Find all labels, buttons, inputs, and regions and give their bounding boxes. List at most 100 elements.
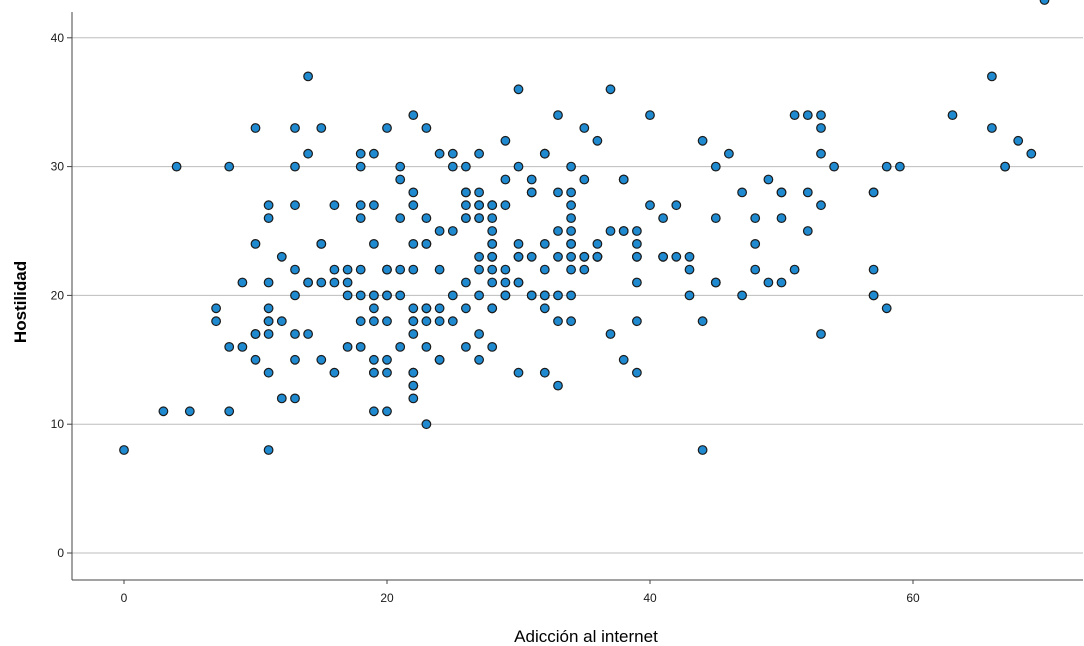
data-point	[382, 123, 392, 133]
x-tick-label: 20	[380, 591, 394, 605]
data-point	[618, 226, 629, 236]
data-point	[881, 161, 892, 172]
data-point	[408, 367, 419, 378]
data-point	[500, 290, 511, 301]
data-point	[250, 123, 261, 133]
data-point	[539, 303, 550, 314]
data-point	[369, 303, 379, 314]
data-point	[605, 84, 616, 95]
data-point	[987, 71, 997, 82]
data-point	[382, 316, 392, 327]
x-axis-title: Adicción al internet	[514, 627, 658, 646]
data-point	[408, 238, 419, 249]
data-point	[290, 264, 300, 275]
data-point	[632, 277, 642, 288]
data-point	[434, 226, 445, 236]
data-point	[632, 251, 642, 262]
data-point	[329, 277, 340, 288]
data-point	[816, 110, 826, 120]
data-point	[434, 303, 445, 314]
data-point	[829, 161, 839, 172]
data-point	[553, 316, 563, 327]
data-point	[474, 187, 485, 198]
data-point	[566, 264, 576, 275]
data-point	[816, 148, 826, 159]
data-point	[710, 213, 721, 224]
data-point	[684, 264, 695, 275]
data-point	[421, 303, 432, 314]
data-point	[724, 148, 734, 159]
data-point	[290, 200, 300, 211]
data-point	[513, 238, 524, 249]
data-point	[553, 187, 563, 198]
data-point	[408, 264, 419, 275]
data-point	[487, 238, 498, 249]
data-point	[369, 316, 379, 327]
data-point	[434, 148, 445, 159]
data-point	[369, 367, 379, 378]
data-point	[684, 251, 695, 262]
data-point	[750, 238, 761, 249]
data-point	[710, 277, 721, 288]
data-point	[461, 200, 471, 211]
data-point	[224, 161, 235, 172]
data-point	[276, 393, 287, 404]
data-point	[474, 290, 485, 301]
data-point	[500, 200, 511, 211]
data-point	[447, 290, 458, 301]
data-point	[816, 329, 826, 339]
data-point	[671, 251, 682, 262]
data-point	[395, 342, 406, 352]
data-point	[290, 354, 300, 365]
data-point	[355, 161, 366, 172]
data-point	[539, 238, 550, 249]
x-tick-label: 0	[121, 591, 128, 605]
data-point	[566, 251, 576, 262]
data-point	[566, 200, 576, 211]
data-point	[789, 110, 800, 120]
data-point	[987, 123, 997, 133]
data-point	[579, 251, 590, 262]
data-point	[697, 135, 708, 146]
data-point	[566, 213, 576, 224]
data-point	[461, 187, 471, 198]
data-point	[395, 174, 406, 185]
data-point	[263, 367, 274, 378]
data-point	[474, 264, 485, 275]
data-point	[369, 200, 379, 211]
data-point	[632, 238, 642, 249]
data-point	[408, 329, 419, 339]
data-point	[342, 277, 353, 288]
data-point	[487, 251, 498, 262]
data-point	[290, 161, 300, 172]
data-point	[868, 290, 879, 301]
data-point	[474, 148, 485, 159]
data-point	[369, 354, 379, 365]
data-point	[513, 251, 524, 262]
data-point	[461, 213, 471, 224]
data-point	[461, 277, 471, 288]
data-point	[776, 187, 787, 198]
data-point	[290, 329, 300, 339]
data-point	[513, 367, 524, 378]
data-point	[263, 277, 274, 288]
data-point	[408, 316, 419, 327]
data-point	[382, 406, 392, 417]
data-point	[579, 264, 590, 275]
data-point	[500, 277, 511, 288]
data-point	[513, 84, 524, 95]
data-point	[290, 393, 300, 404]
data-point	[526, 174, 537, 185]
x-tick-labels: 0 20 40 60	[121, 591, 920, 605]
data-point	[474, 354, 485, 365]
x-tick-label: 40	[643, 591, 657, 605]
data-point	[303, 277, 314, 288]
data-point	[474, 329, 485, 339]
data-points	[119, 0, 1050, 455]
data-point	[684, 290, 695, 301]
data-point	[224, 342, 235, 352]
data-point	[539, 148, 550, 159]
data-point	[750, 264, 761, 275]
data-point	[566, 187, 576, 198]
